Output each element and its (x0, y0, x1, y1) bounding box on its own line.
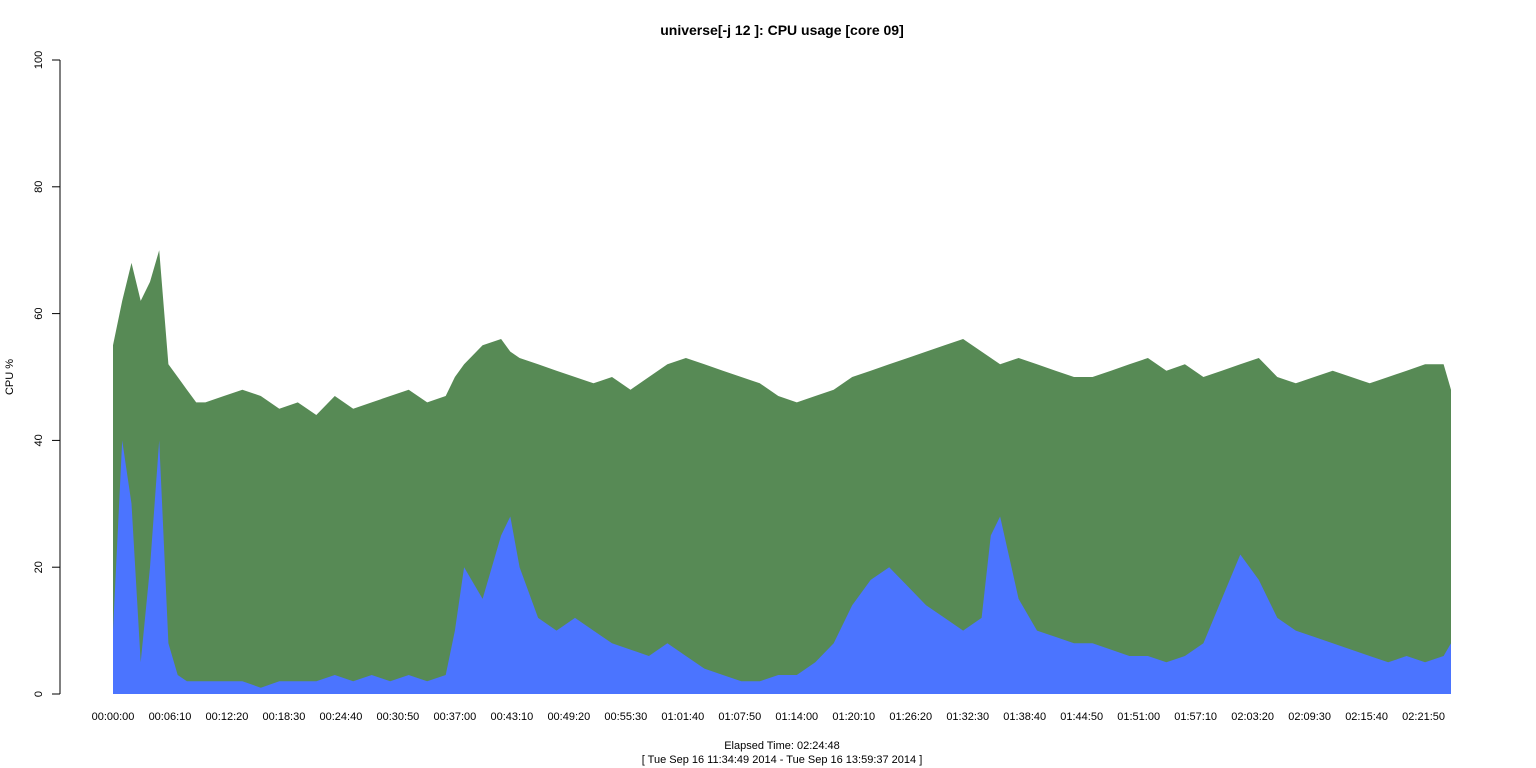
y-tick-label: 80 (33, 181, 45, 193)
x-axis-label-time-range: [ Tue Sep 16 11:34:49 2014 - Tue Sep 16 … (642, 754, 923, 766)
x-tick-label: 02:09:30 (1288, 711, 1331, 723)
x-tick-label: 01:38:40 (1003, 711, 1046, 723)
x-tick-label: 00:12:20 (206, 711, 249, 723)
plot-area (113, 250, 1451, 694)
chart-title: universe[-j 12 ]: CPU usage [core 09] (660, 22, 904, 38)
x-tick-label: 01:44:50 (1060, 711, 1103, 723)
x-tick-label: 01:20:10 (832, 711, 875, 723)
series-layer (113, 250, 1451, 694)
x-tick-label: 02:03:20 (1231, 711, 1274, 723)
y-ticks: 0 20 40 60 80 100 (33, 51, 60, 697)
x-axis: 00:00:00 00:06:10 00:12:20 00:18:30 00:24:40… (92, 711, 1445, 723)
x-tick-label: 02:15:40 (1345, 711, 1388, 723)
x-tick-label: 01:26:20 (889, 711, 932, 723)
series-area-total (113, 250, 1451, 694)
x-tick-label: 00:55:30 (604, 711, 647, 723)
x-tick-label: 00:06:10 (149, 711, 192, 723)
x-axis-label: Elapsed Time: 02:24:48 (724, 740, 840, 752)
x-tick-label: 00:43:10 (490, 711, 533, 723)
y-tick-label: 40 (33, 434, 45, 446)
y-tick-label: 60 (33, 307, 45, 319)
x-tick-label: 01:32:30 (946, 711, 989, 723)
y-tick-label: 100 (33, 51, 45, 69)
y-axis: 0 20 40 60 80 100 (33, 51, 61, 697)
x-ticks: 00:00:00 00:06:10 00:12:20 00:18:30 00:24:40… (92, 711, 1445, 723)
x-tick-label: 00:24:40 (320, 711, 363, 723)
x-tick-label: 02:21:50 (1402, 711, 1445, 723)
y-tick-label: 20 (33, 561, 45, 573)
y-axis-label: CPU % (4, 359, 16, 395)
x-tick-label: 00:18:30 (263, 711, 306, 723)
x-tick-label: 00:30:50 (376, 711, 419, 723)
x-tick-label: 00:49:20 (547, 711, 590, 723)
x-tick-label: 00:37:00 (433, 711, 476, 723)
x-tick-label: 01:01:40 (661, 711, 704, 723)
x-tick-label: 01:14:00 (775, 711, 818, 723)
series-area-system (113, 440, 1451, 694)
x-tick-label: 01:51:00 (1117, 711, 1160, 723)
x-tick-label: 00:00:00 (92, 711, 135, 723)
x-tick-label: 01:07:50 (718, 711, 761, 723)
x-tick-label: 01:57:10 (1174, 711, 1217, 723)
y-tick-label: 0 (33, 691, 45, 697)
